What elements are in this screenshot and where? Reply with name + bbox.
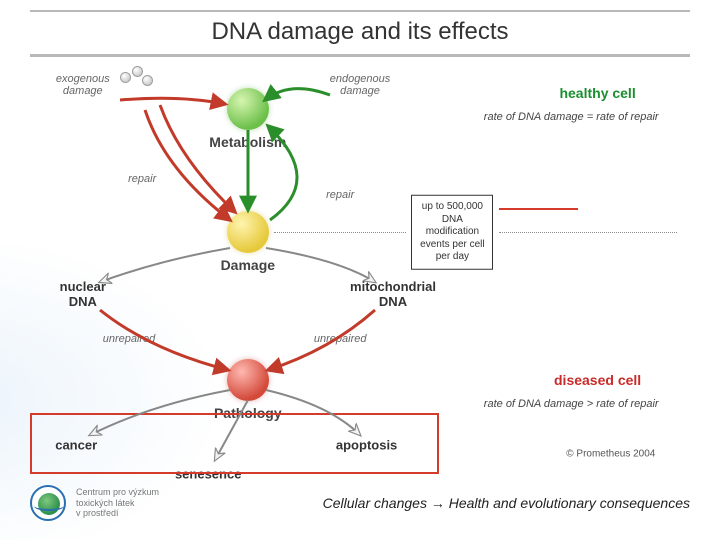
label-exogenous: exogenous damage (56, 73, 110, 97)
label-healthy-rate: rate of DNA damage = rate of repair (484, 111, 659, 123)
page-title: DNA damage and its effects (30, 18, 690, 46)
diagram-stage: Metabolism Damage Pathology exogenous da… (30, 60, 690, 470)
node-metabolism (227, 88, 269, 130)
label-diseased-cell: diseased cell (554, 372, 641, 388)
label-nuclear-dna: nuclear DNA (60, 279, 106, 309)
arrow-to-mito (266, 248, 375, 282)
arrow-to-nuclear (100, 248, 230, 282)
red-leader (499, 208, 578, 210)
callout-box: up to 500,000 DNA modification events pe… (411, 195, 493, 270)
copyright: © Prometheus 2004 (566, 448, 655, 459)
dotted-right (499, 232, 677, 233)
arrow-endogenous (265, 89, 330, 100)
dotted-left (274, 232, 406, 233)
title-bar: DNA damage and its effects (30, 10, 690, 57)
node-damage (227, 211, 269, 253)
page-subtitle: Cellular changes → Health and evolutiona… (323, 495, 690, 511)
label-mito-dna: mitochondrial DNA (350, 279, 436, 309)
label-damage: Damage (221, 257, 275, 273)
label-healthy-cell: healthy cell (559, 85, 635, 101)
label-repair-left: repair (128, 173, 156, 185)
label-metabolism: Metabolism (209, 134, 286, 150)
arrow-exogenous (120, 98, 225, 104)
label-unrepaired-right: unrepaired (314, 333, 367, 345)
org-logo-icon (30, 485, 66, 521)
label-diseased-rate: rate of DNA damage > rate of repair (484, 398, 659, 410)
label-repair-right: repair (326, 189, 354, 201)
footer: Centrum pro výzkum toxických látek v pro… (30, 478, 690, 528)
label-endogenous: endogenous damage (330, 73, 391, 97)
node-pathology (227, 359, 269, 401)
arrow-metab-to-damage-left2 (160, 105, 235, 212)
label-unrepaired-left: unrepaired (103, 333, 156, 345)
outcome-highlight-box (30, 413, 439, 475)
molecules-icon (120, 66, 160, 90)
arrow-metab-to-damage-left (145, 110, 230, 220)
org-name: Centrum pro výzkum toxických látek v pro… (76, 487, 159, 519)
